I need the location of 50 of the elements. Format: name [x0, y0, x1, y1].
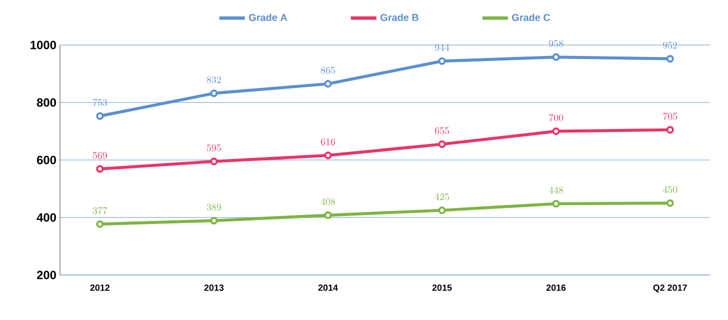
y-tick-label: 400 [36, 213, 56, 222]
point [552, 200, 560, 208]
data-label: 389 [206, 204, 221, 211]
data-label: 832 [206, 76, 221, 84]
point [438, 206, 446, 214]
point [666, 126, 674, 134]
y-tick-label: 600 [36, 156, 56, 164]
data-label: 753 [93, 98, 107, 106]
x-tick-label: 2014 [318, 284, 338, 291]
point [210, 216, 218, 224]
point [552, 127, 560, 136]
data-label: 595 [206, 144, 221, 152]
data-label: 655 [434, 127, 449, 134]
point [324, 211, 332, 219]
legend-label: Grade B [380, 14, 418, 22]
point [666, 55, 674, 63]
x-tick-label: 2015 [432, 284, 452, 291]
point [210, 90, 218, 98]
data-label: 865 [320, 66, 335, 74]
x-tick-label: 2012 [90, 284, 110, 291]
point [438, 140, 446, 148]
x-tick-label: 2016 [546, 284, 566, 291]
x-tick-label: Q2 2017 [653, 284, 687, 293]
point [96, 165, 104, 173]
data-label: 700 [549, 114, 564, 122]
point [666, 199, 674, 207]
data-label: 569 [92, 152, 107, 159]
x-tick-label: 2013 [204, 284, 224, 291]
data-label: 450 [662, 186, 678, 194]
point [324, 152, 332, 160]
point [210, 158, 218, 166]
data-label: 944 [434, 44, 450, 52]
legend-label: Grade C [512, 14, 550, 22]
point [96, 112, 104, 120]
point [438, 57, 446, 65]
data-label: 958 [549, 40, 564, 47]
y-tick-label: 1000 [30, 40, 56, 50]
data-label: 616 [320, 138, 336, 146]
data-label: 952 [663, 42, 678, 49]
point [324, 80, 332, 88]
data-label: 425 [434, 193, 449, 200]
data-label: 408 [320, 198, 336, 206]
data-label: 377 [92, 207, 108, 214]
y-tick-label: 800 [36, 98, 56, 107]
data-label: 448 [548, 186, 564, 194]
y-tick-label: 200 [36, 270, 56, 280]
point [96, 220, 104, 228]
legend-label: Grade A [249, 14, 288, 22]
data-label: 705 [663, 112, 678, 120]
point [552, 53, 560, 61]
